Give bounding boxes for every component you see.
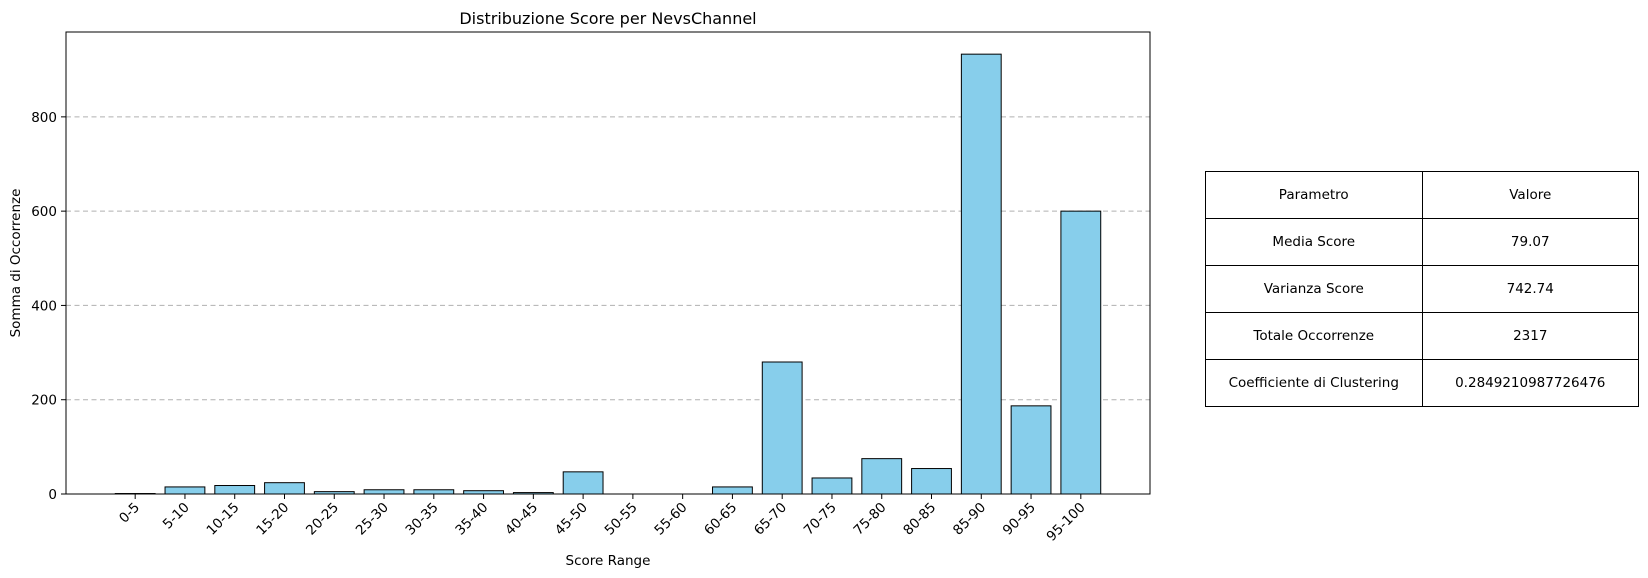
table-cell-parametro: Varianza Score [1205,265,1423,313]
x-tick-label: 60-65 [701,500,740,539]
table-header-cell: Parametro [1205,171,1423,219]
bar [712,486,753,495]
x-tick-label: 40-45 [502,500,541,539]
y-tick-label: 400 [31,298,57,314]
x-tick-label: 70-75 [801,500,840,539]
x-tick-label: 5-10 [160,500,193,533]
bar [811,477,853,495]
bar [413,489,455,495]
x-tick-label: 30-35 [403,500,442,539]
table-cell-parametro: Coefficiente di Clustering [1205,359,1423,407]
y-tick-label: 600 [31,204,57,220]
stats-table: Parametro Valore Media Score 79.07 Varia… [1205,171,1639,407]
x-tick-label: 45-50 [552,500,591,539]
bar [1010,405,1052,495]
y-axis-label: Somma di Occorrenze [8,189,24,338]
bar [164,486,206,495]
x-tick-label: 15-20 [253,500,292,539]
x-tick-label: 10-15 [203,500,242,539]
table-cell-valore: 0.2849210987726476 [1421,359,1639,407]
table-header-row: Parametro Valore [1205,171,1639,219]
x-tick-label: 75-80 [851,500,890,539]
x-tick-label: 95-100 [1044,500,1089,545]
table-row: Totale Occorrenze 2317 [1205,312,1639,360]
bar [562,471,604,495]
chart-title: Distribuzione Score per NevsChannel [459,9,756,28]
bar [363,489,405,495]
table-header-cell: Valore [1421,171,1639,219]
x-tick-label: 55-60 [651,500,690,539]
y-axis: 0 200 400 600 800 [31,110,66,503]
table-cell-valore: 742.74 [1421,265,1639,313]
bar [761,361,803,495]
bar [960,53,1002,495]
x-tick-label: 85-90 [950,500,989,539]
x-tick-label: 90-95 [1000,500,1039,539]
x-tick-label: 50-55 [602,500,641,539]
plot-frame [65,31,1151,495]
table-row: Coefficiente di Clustering 0.28492109877… [1205,359,1639,407]
x-tick-label: 65-70 [751,500,790,539]
x-axis: 0-5 5-10 10-15 15-20 20-25 25-30 30-35 35-40 40-… [116,494,1089,545]
table-row: Media Score 79.07 [1205,218,1639,266]
x-axis-label: Score Range [566,553,651,569]
bars [114,53,1102,495]
table-cell-parametro: Totale Occorrenze [1205,312,1423,360]
bar [214,485,256,495]
x-tick-label: 25-30 [353,500,392,539]
x-tick-label: 35-40 [452,500,491,539]
bar [861,458,903,495]
table-cell-parametro: Media Score [1205,218,1423,266]
y-tick-label: 200 [31,393,57,409]
table-cell-valore: 2317 [1421,312,1639,360]
table-cell-valore: 79.07 [1421,218,1639,266]
y-tick-label: 800 [31,110,57,126]
bar [264,482,305,495]
bar [911,468,952,495]
table-row: Varianza Score 742.74 [1205,265,1639,313]
x-tick-label: 20-25 [303,500,342,539]
x-tick-label: 0-5 [116,500,143,527]
y-tick-label: 0 [48,487,57,503]
bar [1060,210,1102,495]
x-tick-label: 80-85 [900,500,939,539]
